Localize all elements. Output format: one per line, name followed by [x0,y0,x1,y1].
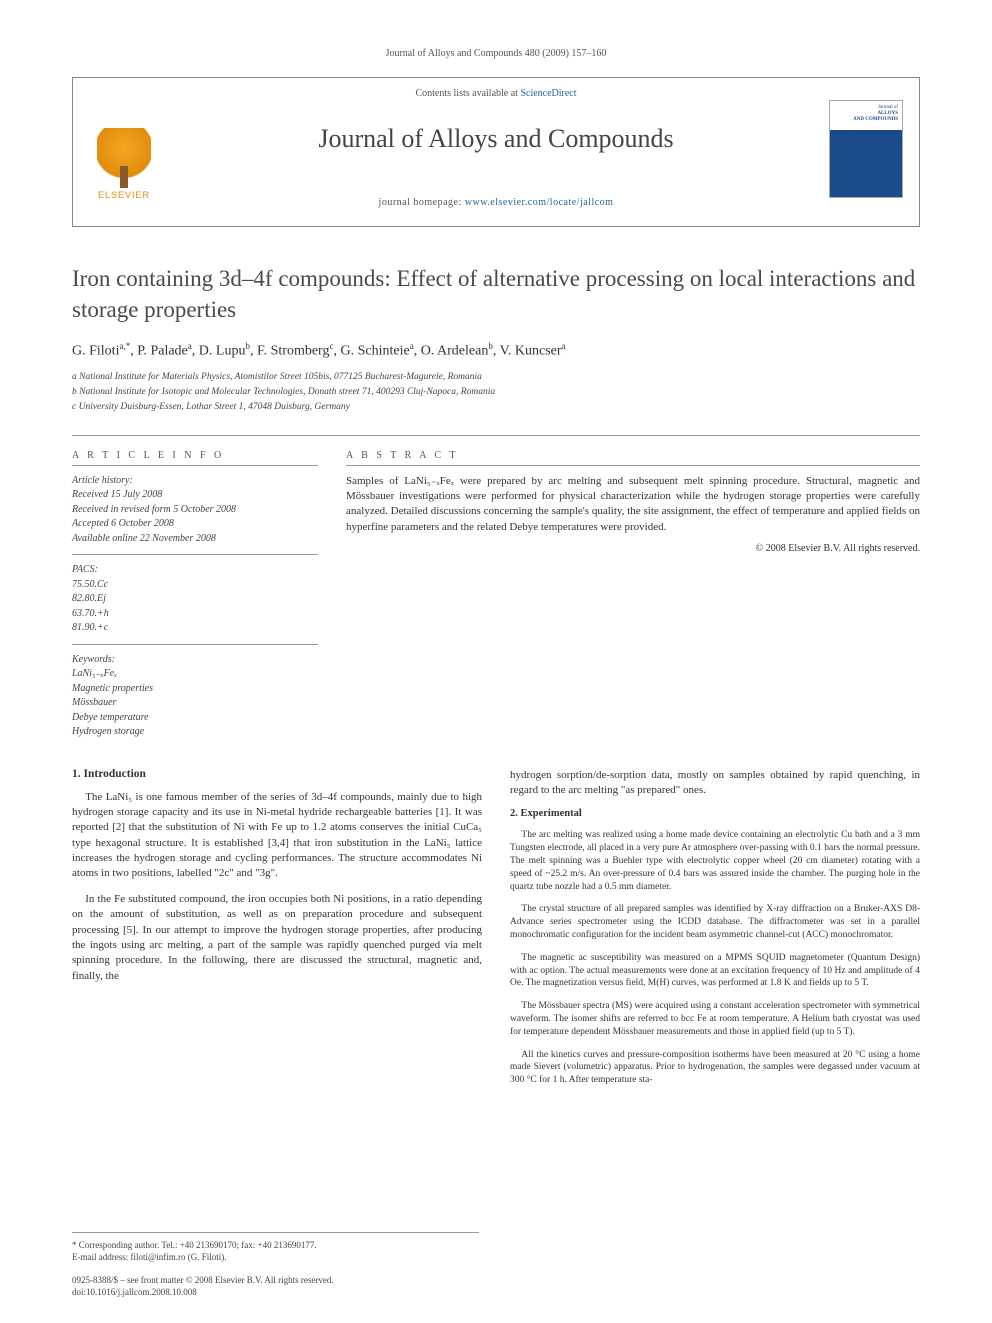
article-info-heading: A R T I C L E I N F O [72,450,318,466]
affiliation-c: c University Duisburg-Essen, Lothar Stre… [72,400,920,414]
contents-prefix: Contents lists available at [415,88,520,99]
experimental-section: 2. Experimental The arc melting was real… [510,808,920,1087]
journal-homepage-line: journal homepage: www.elsevier.com/locat… [379,197,614,208]
experimental-paragraph-3: The magnetic ac susceptibility was measu… [510,952,920,990]
journal-header-box: Contents lists available at ScienceDirec… [72,77,920,227]
keywords-label: Keywords: [72,653,318,668]
intro-paragraph-1: The LaNi₅ is one famous member of the se… [72,790,482,882]
doi-line: doi:10.1016/j.jallcom.2008.10.008 [72,1286,920,1299]
cover-label-main: ALLOYS AND COMPOUNDS [834,111,898,123]
experimental-paragraph-5: All the kinetics curves and pressure-com… [510,1049,920,1087]
journal-homepage-link[interactable]: www.elsevier.com/locate/jallcom [465,197,614,208]
section-intro-heading: 1. Introduction [72,768,482,780]
journal-title: Journal of Alloys and Compounds [318,124,673,154]
abstract-column: A B S T R A C T Samples of LaNi₅₋ₓFeₓ we… [346,450,920,740]
history-accepted: Accepted 6 October 2008 [72,517,318,532]
homepage-prefix: journal homepage: [379,197,465,208]
section-experimental-heading: 2. Experimental [510,808,920,819]
pacs-code-1: 82.80.Ej [72,592,318,607]
keyword-0: LaNi₅₋ₓFeₓ [72,667,318,682]
journal-cover-thumbnail: Journal of ALLOYS AND COMPOUNDS [829,100,903,198]
article-title: Iron containing 3d–4f compounds: Effect … [72,263,920,325]
pacs-code-0: 75.50.Cc [72,578,318,593]
pacs-code-2: 63.70.+h [72,607,318,622]
history-label: Article history: [72,474,318,489]
abstract-heading: A B S T R A C T [346,450,920,466]
contents-available-line: Contents lists available at ScienceDirec… [415,88,576,99]
keyword-2: Mössbauer [72,696,318,711]
corresponding-author-block: * Corresponding author. Tel.: +40 213690… [72,1232,479,1264]
corresponding-tel-fax: * Corresponding author. Tel.: +40 213690… [72,1239,479,1252]
history-revised: Received in revised form 5 October 2008 [72,503,318,518]
keyword-1: Magnetic properties [72,682,318,697]
keyword-3: Debye temperature [72,711,318,726]
intro-paragraph-2: In the Fe substituted compound, the iron… [72,892,482,984]
experimental-paragraph-4: The Mössbauer spectra (MS) were acquired… [510,1000,920,1038]
article-info-column: A R T I C L E I N F O Article history: R… [72,450,318,740]
pacs-label: PACS: [72,563,318,578]
experimental-paragraph-2: The crystal structure of all prepared sa… [510,903,920,941]
abstract-text: Samples of LaNi₅₋ₓFeₓ were prepared by a… [346,474,920,536]
affiliations-block: a National Institute for Materials Physi… [72,370,920,415]
abstract-copyright: © 2008 Elsevier B.V. All rights reserved… [346,543,920,554]
body-column-right: hydrogen sorption/de-sorption data, most… [510,768,920,1098]
author-list: G. Filotia,*, P. Paladea, D. Lupub, F. S… [72,341,920,360]
issn-copyright-line: 0925-8388/$ – see front matter © 2008 El… [72,1274,920,1287]
corresponding-email: E-mail address: filoti@infim.ro (G. Filo… [72,1251,479,1264]
body-column-left: 1. Introduction The LaNi₅ is one famous … [72,768,482,1098]
pacs-block: PACS: 75.50.Cc 82.80.Ej 63.70.+h 81.90.+… [72,563,318,645]
experimental-paragraph-1: The arc melting was realized using a hom… [510,829,920,893]
affiliation-b: b National Institute for Isotopic and Mo… [72,385,920,399]
elsevier-tree-icon [97,128,151,188]
elsevier-logo: ELSEVIER [89,110,159,200]
pacs-code-3: 81.90.+c [72,621,318,636]
history-received: Received 15 July 2008 [72,488,318,503]
info-abstract-row: A R T I C L E I N F O Article history: R… [72,435,920,740]
journal-reference: Journal of Alloys and Compounds 480 (200… [72,48,920,59]
article-history-block: Article history: Received 15 July 2008 R… [72,474,318,556]
body-two-column: 1. Introduction The LaNi₅ is one famous … [72,768,920,1098]
affiliation-a: a National Institute for Materials Physi… [72,370,920,384]
elsevier-wordmark: ELSEVIER [98,190,150,200]
page-footer: * Corresponding author. Tel.: +40 213690… [72,1232,920,1299]
sciencedirect-link[interactable]: ScienceDirect [520,88,576,99]
keywords-block: Keywords: LaNi₅₋ₓFeₓ Magnetic properties… [72,653,318,740]
history-online: Available online 22 November 2008 [72,532,318,547]
keyword-4: Hydrogen storage [72,725,318,740]
pacs-keywords-block: PACS: 75.50.Cc 82.80.Ej 63.70.+h 81.90.+… [72,563,318,740]
intro-paragraph-3-continuation: hydrogen sorption/de-sorption data, most… [510,768,920,799]
